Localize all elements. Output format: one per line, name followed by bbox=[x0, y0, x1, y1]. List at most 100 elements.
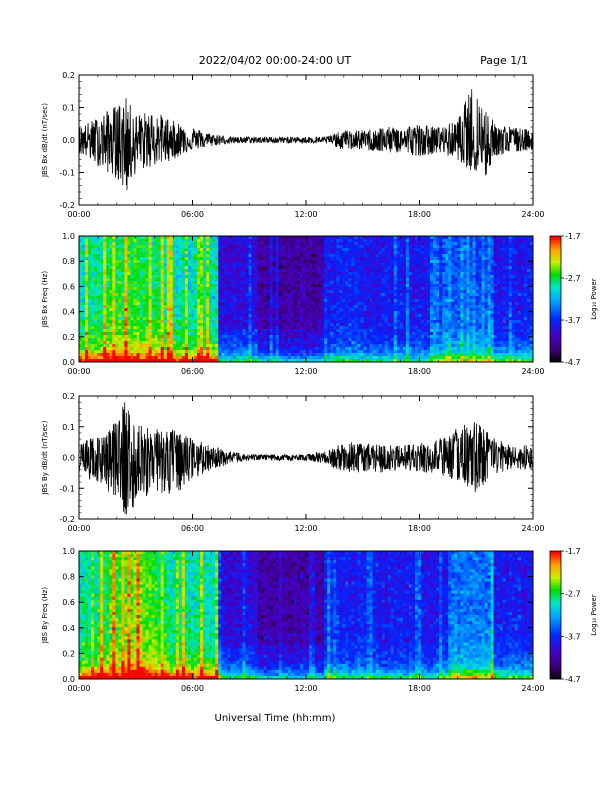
panel2-heatmap-cell bbox=[348, 278, 352, 282]
panel2-heatmap-cell bbox=[421, 338, 425, 342]
panel2-heatmap-cell bbox=[251, 242, 255, 246]
panel2-heatmap-cell bbox=[206, 311, 210, 315]
panel2-heatmap-cell bbox=[272, 272, 277, 276]
panel2-heatmap-cell bbox=[324, 272, 328, 276]
panel2-heatmap-cell bbox=[85, 329, 89, 333]
panel2-heatmap-cell bbox=[121, 281, 125, 285]
panel2-heatmap-cell bbox=[369, 251, 373, 255]
panel2-heatmap-cell bbox=[160, 335, 165, 339]
panel2-heatmap-cell bbox=[200, 275, 204, 279]
panel2-heatmap-cell bbox=[130, 290, 134, 294]
panel2-heatmap-cell bbox=[124, 257, 128, 261]
panel2-heatmap-cell bbox=[106, 347, 110, 351]
panel2-heatmap-cell bbox=[278, 272, 283, 276]
panel2-heatmap-cell bbox=[175, 248, 180, 252]
panel2-heatmap-cell bbox=[363, 269, 367, 273]
panel2-heatmap-cell bbox=[97, 311, 101, 315]
panel2-heatmap-cell bbox=[405, 356, 410, 360]
panel2-heatmap-cell bbox=[184, 266, 189, 270]
panel2-heatmap-cell bbox=[309, 317, 313, 321]
panel2-heatmap-cell bbox=[166, 326, 171, 330]
panel2-heatmap-cell bbox=[411, 344, 416, 348]
panel2-heatmap-cell bbox=[330, 305, 334, 309]
panel2-heatmap-cell bbox=[381, 272, 386, 276]
panel2-heatmap-cell bbox=[390, 275, 395, 279]
panel2-heatmap-cell bbox=[169, 308, 174, 312]
panel2-heatmap-cell bbox=[357, 278, 361, 282]
panel2-heatmap-cell bbox=[112, 302, 116, 306]
panel2-heatmap-cell bbox=[287, 320, 292, 324]
panel2-heatmap-cell bbox=[266, 296, 271, 300]
panel2-heatmap-cell bbox=[372, 287, 376, 291]
panel2-heatmap-cell bbox=[175, 314, 180, 318]
panel2-heatmap-cell bbox=[181, 329, 186, 333]
panel2-heatmap-cell bbox=[302, 239, 307, 243]
panel2-heatmap-cell bbox=[157, 302, 162, 306]
panel2-heatmap-cell bbox=[336, 287, 340, 291]
panel2-heatmap-cell bbox=[360, 281, 364, 285]
panel2-heatmap-cell bbox=[336, 284, 340, 288]
panel2-heatmap-cell bbox=[299, 329, 304, 333]
panel2-heatmap-cell bbox=[178, 344, 183, 348]
panel2-heatmap-cell bbox=[145, 335, 149, 339]
panel2-heatmap-cell bbox=[236, 299, 240, 303]
panel2-heatmap-cell bbox=[169, 242, 174, 246]
panel2-heatmap-cell bbox=[266, 308, 271, 312]
panel2-heatmap-cell bbox=[151, 239, 156, 243]
panel2-heatmap-cell bbox=[194, 335, 198, 339]
panel2-heatmap-cell bbox=[82, 320, 86, 324]
panel2-heatmap-cell bbox=[160, 356, 165, 360]
panel2-heatmap-cell bbox=[103, 275, 107, 279]
panel2-heatmap-cell bbox=[230, 263, 234, 267]
panel2-heatmap-cell bbox=[342, 311, 346, 315]
panel2-heatmap-cell bbox=[287, 326, 292, 330]
panel2-heatmap-cell bbox=[260, 326, 264, 330]
panel2-heatmap-cell bbox=[178, 278, 183, 282]
panel2-heatmap-cell bbox=[103, 251, 107, 255]
panel2-heatmap-cell bbox=[299, 302, 304, 306]
panel2-heatmap-cell bbox=[181, 245, 186, 249]
panel2-heatmap-cell bbox=[296, 254, 301, 258]
panel2-heatmap-cell bbox=[278, 281, 283, 285]
panel2-heatmap-cell bbox=[378, 287, 383, 291]
panel2-heatmap-cell bbox=[309, 281, 313, 285]
panel2-heatmap-cell bbox=[227, 260, 231, 264]
panel2-heatmap-cell bbox=[302, 254, 307, 258]
panel2-heatmap-cell bbox=[200, 242, 204, 246]
panel2-heatmap-cell bbox=[275, 281, 280, 285]
panel2-heatmap-cell bbox=[381, 305, 386, 309]
panel2-heatmap-cell bbox=[133, 356, 137, 360]
panel2-heatmap-cell bbox=[115, 299, 119, 303]
panel2-heatmap-cell bbox=[369, 323, 373, 327]
panel2-heatmap-cell bbox=[260, 296, 264, 300]
panel2-heatmap-cell bbox=[233, 356, 237, 360]
panel2-heatmap-cell bbox=[178, 257, 183, 261]
panel2-heatmap-cell bbox=[417, 251, 422, 255]
panel2-heatmap-cell bbox=[160, 236, 165, 240]
panel2-heatmap-cell bbox=[393, 263, 398, 267]
panel2-heatmap-cell bbox=[181, 314, 186, 318]
panel2-heatmap-cell bbox=[378, 278, 383, 282]
panel2-heatmap-cell bbox=[109, 347, 113, 351]
panel2-heatmap-cell bbox=[157, 341, 162, 345]
panel2-heatmap-cell bbox=[348, 266, 352, 270]
panel2-heatmap-cell bbox=[221, 287, 225, 291]
panel2-heatmap-cell bbox=[251, 332, 255, 336]
panel2-heatmap-cell bbox=[399, 236, 404, 240]
panel2-heatmap-cell bbox=[260, 260, 264, 264]
panel2-heatmap-cell bbox=[315, 239, 319, 243]
panel2-heatmap-cell bbox=[124, 296, 128, 300]
panel2-heatmap-cell bbox=[378, 329, 383, 333]
panel2-heatmap-cell bbox=[254, 359, 258, 363]
panel2-heatmap-cell bbox=[187, 338, 192, 342]
panel2-heatmap-cell bbox=[378, 275, 383, 279]
panel2-heatmap-cell bbox=[381, 347, 386, 351]
panel2-heatmap-cell bbox=[417, 338, 422, 342]
panel2-heatmap-cell bbox=[248, 275, 252, 279]
panel2-heatmap-cell bbox=[124, 248, 128, 252]
panel2-heatmap-cell bbox=[187, 278, 192, 282]
panel2-heatmap-cell bbox=[269, 329, 274, 333]
panel2-heatmap-cell bbox=[91, 260, 95, 264]
panel2-heatmap-cell bbox=[239, 239, 243, 243]
